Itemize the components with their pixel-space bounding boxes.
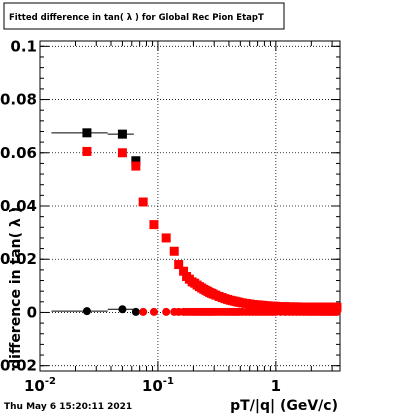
y-tick-label: 0.08 xyxy=(0,91,37,109)
y-tick-label: 0 xyxy=(27,303,37,321)
y-tick-labels: -0.02 0 0.02 0.04 0.06 0.08 0.1 xyxy=(0,37,37,374)
circle-marker xyxy=(82,307,91,316)
square-marker xyxy=(332,302,342,312)
square-marker xyxy=(131,161,141,171)
square-marker xyxy=(271,301,281,311)
y-tick-label: 0.04 xyxy=(0,197,37,215)
square-marker xyxy=(169,246,179,256)
square-marker xyxy=(82,146,92,156)
square-marker xyxy=(117,129,127,139)
title-box: Fitted difference in tan( λ ) for Global… xyxy=(3,2,285,30)
timestamp: Thu May 6 15:20:11 2021 xyxy=(4,402,132,412)
square-marker xyxy=(149,220,159,230)
x-axis-title: pT/|q| (GeV/c) xyxy=(230,398,338,414)
circle-marker xyxy=(118,305,127,314)
y-tick-label: -0.02 xyxy=(0,357,37,375)
y-axis-title: difference in tan( λ ) xyxy=(8,207,24,369)
circle-marker xyxy=(149,307,158,316)
square-marker xyxy=(174,260,184,270)
x-tick-labels: 10-2 10-1 1 xyxy=(24,376,281,395)
y-tick-label: 0.02 xyxy=(0,250,37,268)
circle-marker xyxy=(131,307,140,316)
square-marker xyxy=(82,128,92,138)
x-tick-label: 10-2 xyxy=(24,376,56,395)
square-marker xyxy=(179,266,189,276)
circle-marker xyxy=(332,307,341,316)
chart-title: Fitted difference in tan( λ ) for Global… xyxy=(9,13,264,23)
square-marker xyxy=(138,197,148,207)
x-tick-label: 10-1 xyxy=(142,376,174,395)
data-markers xyxy=(82,128,342,316)
square-marker xyxy=(131,156,141,166)
square-marker xyxy=(117,148,127,158)
square-marker xyxy=(161,233,171,243)
grid xyxy=(39,41,340,371)
error-bars xyxy=(51,132,138,313)
y-tick-label: 0.1 xyxy=(10,37,37,55)
x-tick-label: 1 xyxy=(271,377,281,395)
y-tick-label: 0.06 xyxy=(0,144,37,162)
circle-marker xyxy=(139,307,148,316)
circle-marker xyxy=(162,307,171,316)
axis-ticks xyxy=(39,41,340,371)
